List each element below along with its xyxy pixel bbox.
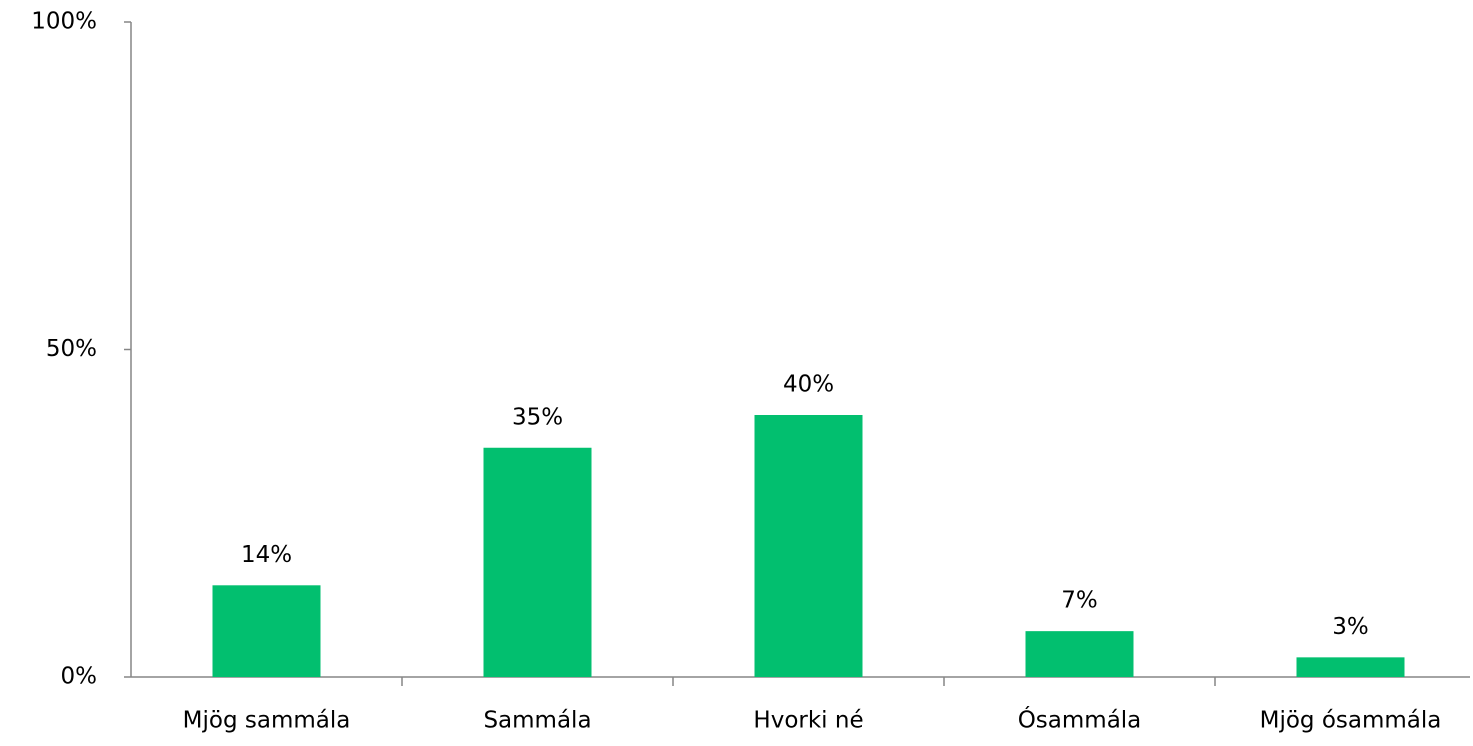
y-tick-label: 100% xyxy=(31,9,97,35)
value-label: 14% xyxy=(241,542,292,568)
x-tick-label: Mjög ósammála xyxy=(1260,708,1442,734)
x-tick-label: Hvorki né xyxy=(753,708,863,734)
bar xyxy=(1296,657,1405,677)
value-label: 40% xyxy=(783,372,834,398)
bar xyxy=(212,585,321,677)
bar xyxy=(754,415,863,677)
y-tick-label: 50% xyxy=(46,336,97,362)
bar xyxy=(1025,631,1134,677)
x-tick-label: Sammála xyxy=(483,708,591,734)
value-label: 7% xyxy=(1061,588,1098,614)
x-tick-label: Mjög sammála xyxy=(183,708,351,734)
value-label: 3% xyxy=(1332,614,1369,640)
x-tick-label: Ósammála xyxy=(1018,706,1142,734)
bar xyxy=(483,447,592,677)
value-label: 35% xyxy=(512,404,563,430)
y-tick-label: 0% xyxy=(61,664,98,690)
